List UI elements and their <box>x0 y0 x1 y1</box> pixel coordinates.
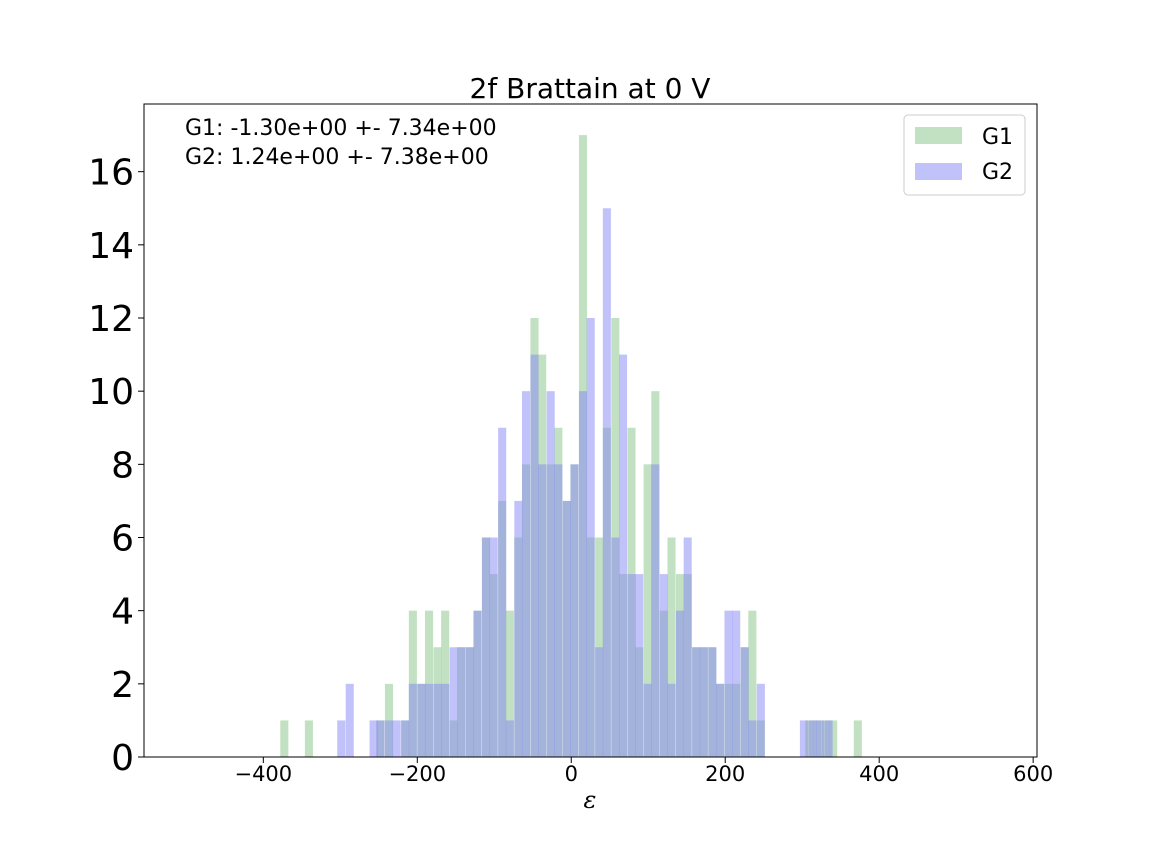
bar-g2 <box>376 720 385 757</box>
y-tick-label: 2 <box>111 665 134 706</box>
x-tick-label: 200 <box>705 762 745 786</box>
bar-g2 <box>514 500 523 757</box>
bar-g2 <box>740 647 749 757</box>
bar-g2 <box>799 720 808 757</box>
bar-g2 <box>546 391 555 757</box>
legend-label-g2: G2 <box>982 160 1013 185</box>
bar-g2 <box>554 464 563 757</box>
bar-g2 <box>724 610 733 757</box>
bar-g1 <box>829 720 838 757</box>
bar-g2 <box>505 720 514 757</box>
y-tick-label: 8 <box>111 445 134 486</box>
bar-g1 <box>748 610 757 757</box>
bar-g2 <box>635 574 644 757</box>
bar-g2 <box>449 647 458 757</box>
bar-g2 <box>384 720 394 757</box>
bars-layer <box>280 135 862 758</box>
bar-g2 <box>692 647 701 757</box>
bar-g2 <box>578 391 588 757</box>
bar-g2 <box>562 500 571 757</box>
legend-swatch-g2 <box>915 163 962 180</box>
y-tick-label: 6 <box>111 519 134 560</box>
y-tick-label: 14 <box>88 226 134 267</box>
bar-g2 <box>659 574 668 757</box>
bar-g2 <box>748 720 757 757</box>
bar-g2 <box>498 427 507 757</box>
bar-g2 <box>683 537 692 757</box>
bar-g2 <box>345 683 354 757</box>
series-g2 <box>337 208 833 757</box>
bar-g1 <box>853 720 862 757</box>
bar-g2 <box>457 647 466 757</box>
bar-g2 <box>408 683 417 757</box>
bar-g2 <box>392 720 401 757</box>
bar-g1 <box>280 720 289 757</box>
bar-g2 <box>521 391 531 757</box>
bar-g2 <box>675 610 685 757</box>
bar-g2 <box>595 647 604 757</box>
bar-g2 <box>489 537 498 757</box>
bar-g2 <box>401 720 410 757</box>
annotation-g2: G2: 1.24e+00 +- 7.38e+00 <box>185 145 489 170</box>
y-tick-label: 16 <box>88 153 134 194</box>
bar-g2 <box>699 647 708 757</box>
x-tick-label: −400 <box>234 762 292 786</box>
bar-g2 <box>651 464 660 757</box>
y-tick-label: 0 <box>111 738 134 779</box>
bar-g2 <box>824 720 833 757</box>
bar-g2 <box>417 683 426 757</box>
bar-g2 <box>369 720 378 757</box>
bar-g2 <box>602 208 611 757</box>
bar-g1 <box>667 537 676 757</box>
bar-g2 <box>433 683 442 757</box>
bar-g2 <box>530 354 539 757</box>
bar-g2 <box>643 683 652 757</box>
bar-g1 <box>304 720 313 757</box>
bar-g2 <box>586 318 595 757</box>
bar-g2 <box>465 647 474 757</box>
chart-title: 2f Brattain at 0 V <box>470 72 711 105</box>
bar-g2 <box>808 720 817 757</box>
bar-g2 <box>732 610 741 757</box>
x-tick-label: 600 <box>1013 762 1053 786</box>
x-tick-label: 0 <box>565 762 578 786</box>
bar-g1 <box>505 610 514 757</box>
bar-g2 <box>756 683 765 757</box>
plot-frame <box>143 103 1038 758</box>
bar-g1 <box>643 464 652 757</box>
x-tick-label: 400 <box>859 762 899 786</box>
y-tick-label: 10 <box>88 372 134 413</box>
bar-g2 <box>627 574 636 757</box>
legend-label-g1: G1 <box>982 125 1013 150</box>
legend-swatch-g1 <box>915 127 962 144</box>
x-tick-label: −200 <box>388 762 446 786</box>
bar-g2 <box>611 537 620 757</box>
bar-g2 <box>337 720 346 757</box>
bar-g2 <box>481 537 491 757</box>
bar-g2 <box>424 683 434 757</box>
bar-g2 <box>816 720 825 757</box>
bar-g2 <box>715 683 725 757</box>
x-axis: −400 −200 0 200 400 600 <box>234 757 1053 786</box>
y-axis: 0 2 4 6 8 10 12 14 16 <box>88 153 144 779</box>
bar-g2 <box>441 683 450 757</box>
legend: G1 G2 <box>903 114 1026 196</box>
bar-g2 <box>538 464 547 757</box>
bar-g2 <box>708 647 717 757</box>
annotation-g1: G1: -1.30e+00 +- 7.34e+00 <box>185 116 497 141</box>
bar-g2 <box>473 610 482 757</box>
bar-g1 <box>384 683 394 757</box>
bar-g2 <box>618 354 628 757</box>
bar-g2 <box>570 464 579 757</box>
bar-g2 <box>667 683 676 757</box>
x-axis-label: ε <box>584 786 597 814</box>
y-tick-label: 12 <box>88 299 134 340</box>
y-tick-label: 4 <box>111 592 134 633</box>
